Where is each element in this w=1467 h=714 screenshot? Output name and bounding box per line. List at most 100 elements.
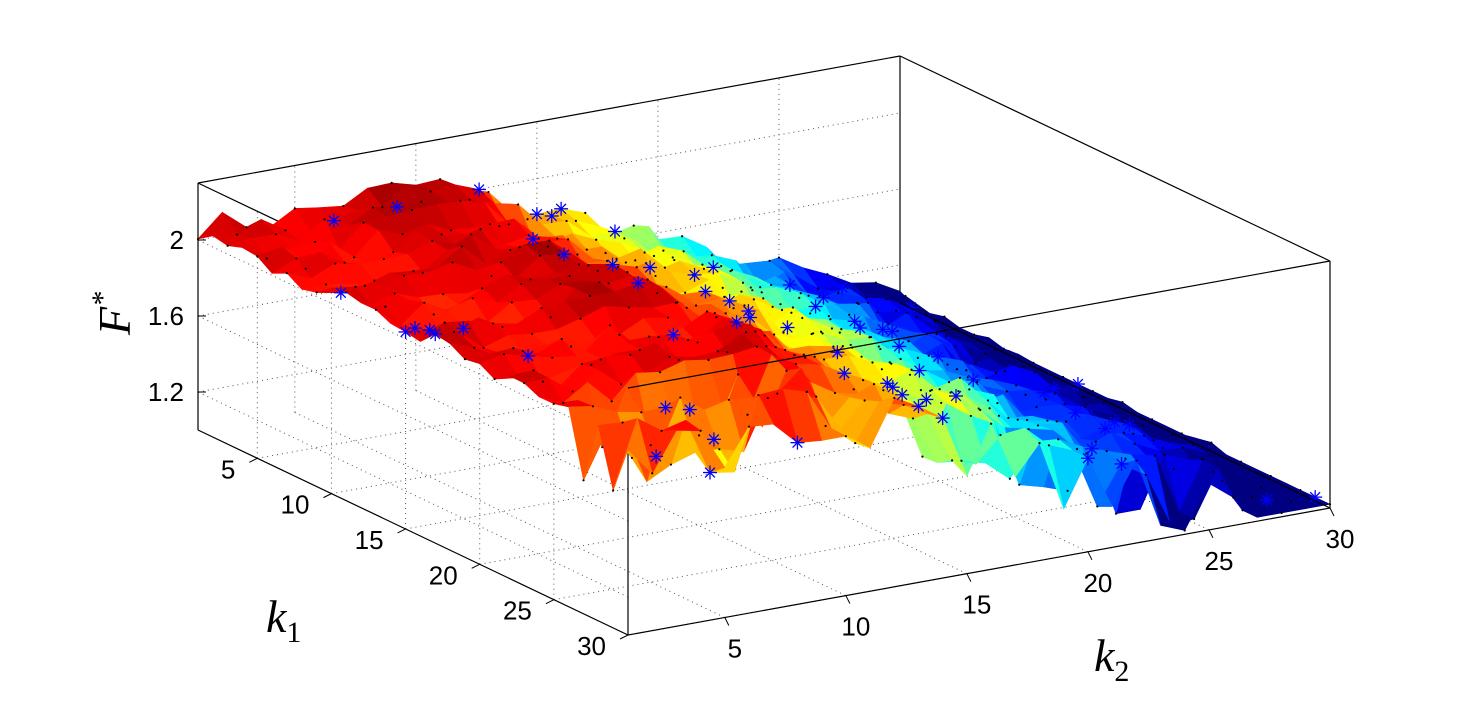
star-stroke [704, 467, 716, 478]
star-marker [706, 432, 721, 447]
grid-dot [715, 316, 718, 319]
grid-dot [747, 425, 751, 428]
grid-dot [651, 472, 654, 475]
grid-dot [699, 429, 702, 432]
star-stroke [473, 184, 485, 195]
grid-dot [473, 346, 476, 349]
grid-dot [630, 456, 634, 460]
grid-dot [616, 265, 620, 268]
grid-dot [893, 396, 896, 400]
grid-dot [363, 284, 367, 287]
grid-dot [488, 222, 492, 226]
grid-dot [746, 413, 749, 416]
star-stroke [893, 341, 905, 352]
grid-dot [1096, 505, 1099, 508]
grid-dot [655, 291, 659, 295]
grid-dot [730, 268, 734, 272]
star-stroke [700, 286, 711, 297]
grid-dot [874, 281, 877, 284]
grid-dot [1008, 477, 1011, 480]
star-stroke [660, 402, 671, 413]
grid-dot [957, 390, 960, 393]
grid-dot [530, 332, 534, 335]
x-tick-mark [545, 599, 555, 605]
grid-dot [1161, 446, 1165, 450]
grid-dot [1154, 454, 1157, 457]
grid-dot [799, 292, 802, 295]
star-marker [949, 389, 963, 404]
grid-dot [663, 266, 666, 269]
grid-dot [921, 455, 924, 458]
star-marker [1308, 490, 1323, 505]
grid-dot [1202, 458, 1205, 461]
grid-dot [373, 279, 376, 282]
grid-dot [1299, 488, 1302, 492]
y-tick-label: 5 [728, 633, 742, 663]
star-stroke [1038, 387, 1050, 398]
grid-dot [718, 448, 721, 451]
star-marker [326, 213, 341, 228]
grid-dot [765, 345, 768, 348]
grid-dot [609, 324, 612, 327]
star-stroke [1109, 416, 1120, 428]
star-marker [456, 321, 471, 336]
grid-dot [838, 331, 841, 334]
grid-dot [848, 313, 851, 316]
star-stroke [668, 329, 679, 341]
grid-dot [882, 389, 885, 392]
grid-dot [955, 368, 958, 371]
y-tick-label: 25 [1205, 546, 1234, 576]
grid-dot [529, 278, 532, 281]
grid-dot [421, 271, 424, 274]
grid-dot [512, 347, 515, 350]
star-stroke [743, 305, 754, 317]
grid-line [197, 391, 629, 598]
grid-dot [872, 382, 876, 386]
grid-dot [819, 330, 823, 333]
grid-dot [707, 358, 710, 362]
grid-dot [353, 256, 356, 259]
y-axis-label-sub: 2 [1114, 655, 1129, 688]
grid-dot [676, 301, 679, 304]
grid-dot [727, 398, 730, 401]
grid-dot [1055, 420, 1058, 423]
star-marker [1098, 421, 1113, 436]
grid-dot [899, 357, 902, 361]
grid-dot [532, 369, 535, 372]
grid-dot [983, 352, 987, 355]
grid-dot [770, 283, 773, 287]
grid-dot [930, 388, 933, 392]
grid-dot [908, 373, 912, 376]
star-marker [706, 260, 721, 275]
x-tick-mark [249, 457, 258, 463]
grid-dot [1047, 444, 1050, 447]
star-marker [919, 392, 934, 407]
grid-dot [977, 407, 980, 410]
grid-dot [1016, 418, 1019, 421]
grid-dot [721, 286, 724, 289]
grid-dot [517, 203, 520, 206]
grid-dot [315, 291, 318, 294]
grid-dot [677, 358, 680, 362]
grid-dot [804, 356, 807, 359]
star-marker [847, 314, 862, 329]
grid-dot [635, 266, 638, 269]
grid-dot [877, 345, 880, 348]
grid-dot [880, 368, 883, 371]
grid-dot [940, 401, 943, 405]
grid-dot [871, 361, 874, 364]
grid-dot [1094, 440, 1097, 443]
grid-dot [482, 346, 485, 349]
grid-dot [354, 285, 357, 289]
grid-dot [888, 361, 891, 364]
grid-dot [919, 389, 922, 392]
star-marker [741, 304, 756, 319]
grid-dot [595, 238, 598, 241]
grid-dot [798, 296, 801, 300]
tick-labels: 5 10 15 20 25 30 5 10 15 20 25 30 1.2 1.6 2 [148, 225, 1355, 663]
grid-dot [1093, 410, 1096, 413]
grid-dot [460, 245, 463, 248]
z-tick-label: 1.6 [148, 301, 184, 331]
star-marker [782, 277, 797, 292]
